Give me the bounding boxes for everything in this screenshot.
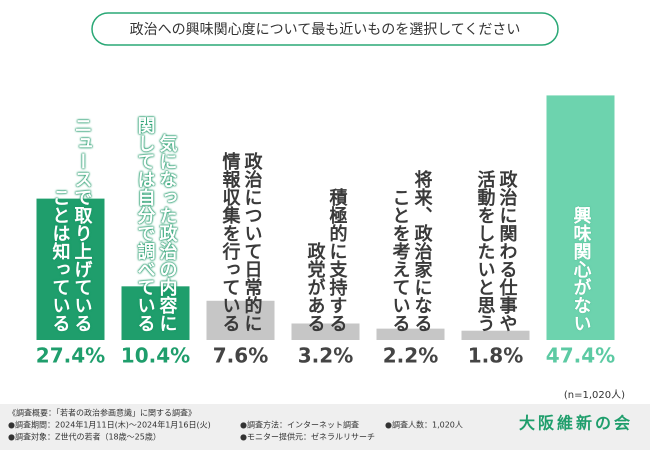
value-label: 27.4% (36, 344, 105, 368)
bar (206, 300, 275, 340)
category-line: 活動をしたいと思う (474, 170, 496, 332)
bar (376, 328, 445, 340)
category-line: 気になった政治の内容に (156, 134, 178, 332)
category-line: 政治について日常的に (241, 152, 263, 332)
footer-period: ●調査期間：2024年1月11日(木)～2024年1月16日(火) (8, 420, 211, 430)
category-line: ことを考えている (389, 188, 411, 332)
category-line: 政党がある (304, 242, 326, 332)
bar (36, 198, 105, 340)
footer-count: ●調査人数：1,020人 (385, 420, 463, 430)
footer-provider: ●モニター提供元：ゼネラルリサーチ (240, 432, 375, 442)
bar (121, 286, 190, 340)
value-label: 47.4% (546, 344, 615, 368)
title-pill (91, 12, 559, 46)
value-label: 7.6% (213, 344, 268, 368)
category-label: 将来、政治家になる ことを考えている (389, 98, 433, 332)
footer-heading: 《調査概要：「若者の政治参画意識」に関する調査》 (8, 408, 196, 418)
bar (291, 323, 360, 340)
category-line: ことは知っている (49, 188, 71, 332)
value-label: 1.8% (468, 344, 523, 368)
category-label: 気になった政治の内容に 関しては自分で調べている (134, 98, 178, 332)
chart-title: 政治への興味関心度について最も近いものを選択してください (130, 22, 521, 38)
category-line: 情報収集を行っている (219, 152, 241, 332)
sample-note: (n=1,020人) (564, 389, 625, 401)
category-line: ニュースで取り上げている (71, 116, 93, 332)
category-label: 政治について日常的に 情報収集を行っている (219, 98, 263, 332)
category-label: 興味関心がない (570, 98, 592, 332)
category-line: 政治に関わる仕事や (496, 170, 518, 332)
category-line: 積極的に支持する (326, 188, 348, 332)
category-line: 興味関心がない (570, 206, 592, 332)
category-line: 将来、政治家になる (411, 170, 433, 332)
footer-band (0, 404, 650, 450)
category-line: 関しては自分で調べている (134, 116, 156, 332)
value-label: 2.2% (383, 344, 438, 368)
value-label: 3.2% (298, 344, 353, 368)
category-label: ニュースで取り上げている ことは知っている (49, 98, 93, 332)
category-label: 政治に関わる仕事や 活動をしたいと思う (474, 98, 518, 332)
category-label: 積極的に支持する 政党がある (304, 98, 348, 332)
bar (546, 95, 615, 340)
logo: 大阪維新の会 (519, 414, 633, 433)
footer-target: ●調査対象：Z世代の若者（18歳～25歳） (8, 432, 161, 442)
bar (461, 330, 530, 340)
footer-method: ●調査方法：インターネット調査 (240, 420, 359, 430)
value-label: 10.4% (121, 344, 190, 368)
